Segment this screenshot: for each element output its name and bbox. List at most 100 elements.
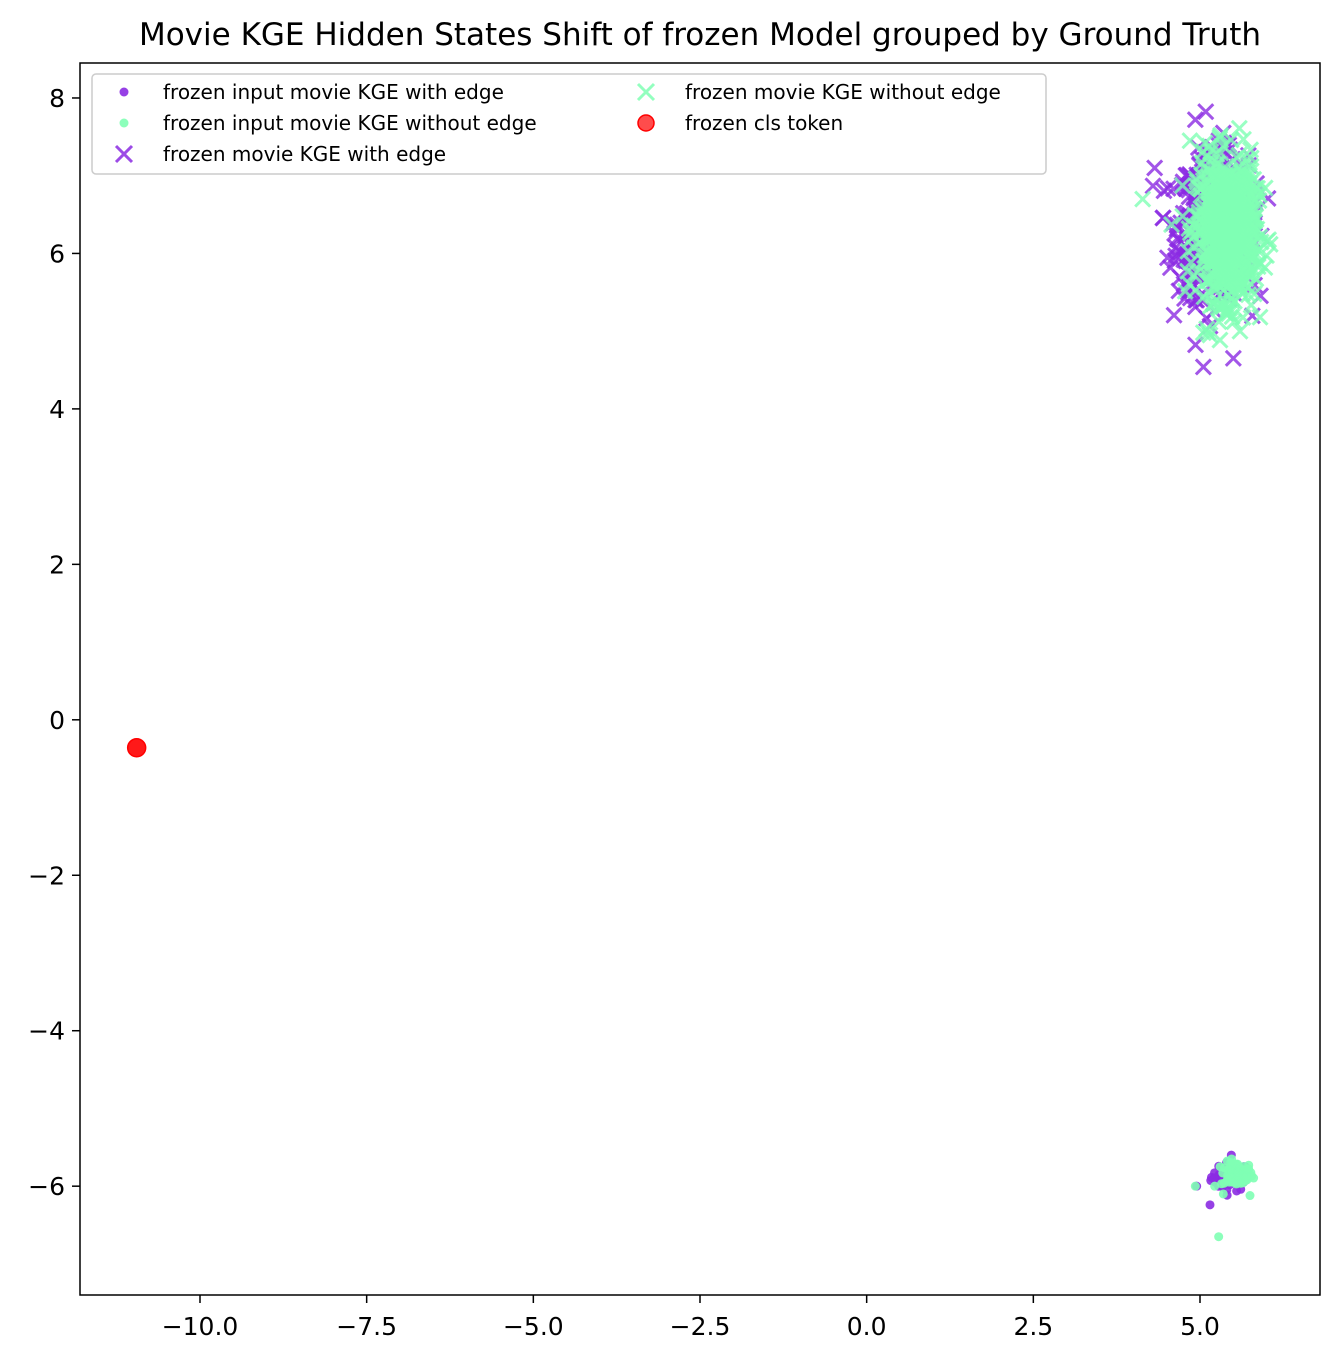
data-point xyxy=(1212,256,1230,274)
data-point xyxy=(1210,1181,1220,1191)
x-tick-label: 5.0 xyxy=(1180,1312,1220,1341)
y-tick-label: 0 xyxy=(49,706,65,735)
data-point xyxy=(1247,179,1265,197)
legend-label: frozen input movie KGE with edge xyxy=(163,80,504,104)
legend-item: frozen movie KGE with edge xyxy=(114,142,446,166)
data-point xyxy=(1231,322,1249,340)
data-point xyxy=(1230,119,1248,137)
data-point xyxy=(1211,216,1229,234)
series-1-points xyxy=(1190,1154,1259,1242)
data-point xyxy=(1232,236,1250,254)
data-point xyxy=(1205,281,1224,299)
data-point xyxy=(1194,159,1212,177)
data-point xyxy=(1205,234,1224,252)
legend-label: frozen movie KGE without edge xyxy=(685,80,1001,104)
y-tick-label: −2 xyxy=(28,861,65,890)
data-point xyxy=(1242,201,1260,219)
data-point xyxy=(1144,177,1162,195)
y-tick-label: 2 xyxy=(49,550,65,579)
legend-item: frozen input movie KGE without edge xyxy=(119,111,537,135)
series-4-points xyxy=(126,738,147,758)
series-3-points xyxy=(1134,119,1279,349)
legend-marker xyxy=(636,82,656,102)
data-point xyxy=(1225,1172,1235,1182)
x-tick-label: −2.5 xyxy=(670,1312,731,1341)
legend-marker xyxy=(119,87,129,97)
x-tick-label: −5.0 xyxy=(503,1312,564,1341)
legend-label: frozen cls token xyxy=(685,111,843,135)
data-point xyxy=(1192,180,1210,198)
data-point xyxy=(1214,199,1232,217)
y-tick-label: 4 xyxy=(49,395,65,424)
data-point xyxy=(1173,176,1192,195)
data-point xyxy=(1159,179,1177,197)
data-point xyxy=(1196,134,1214,152)
data-point xyxy=(1228,149,1246,167)
data-point xyxy=(1220,302,1238,320)
data-point xyxy=(1245,219,1263,237)
data-point xyxy=(1167,238,1185,256)
data-point xyxy=(1162,216,1181,234)
chart-title: Movie KGE Hidden States Shift of frozen … xyxy=(139,17,1261,53)
data-point xyxy=(1242,1171,1252,1181)
data-point xyxy=(1201,326,1219,344)
legend-marker xyxy=(637,114,655,132)
data-point xyxy=(1194,358,1212,376)
data-point xyxy=(1225,223,1243,242)
legend-marker xyxy=(119,118,129,128)
y-axis: −6 −4 −2 0 2 4 6 8 xyxy=(28,84,80,1201)
legend-box xyxy=(91,73,1047,175)
legend-item: frozen movie KGE without edge xyxy=(636,80,1001,104)
data-point xyxy=(1261,235,1279,253)
data-point xyxy=(1209,170,1227,188)
data-point xyxy=(1242,141,1260,159)
data-point xyxy=(1174,207,1192,225)
data-point xyxy=(1234,175,1252,193)
y-tick-label: 6 xyxy=(49,239,65,268)
data-point xyxy=(1218,273,1236,291)
x-tick-label: −10.0 xyxy=(162,1312,239,1341)
data-point xyxy=(1165,306,1183,324)
data-point xyxy=(1154,209,1172,227)
data-point xyxy=(126,738,147,758)
data-point xyxy=(1224,349,1242,367)
x-tick-label: −7.5 xyxy=(336,1312,397,1341)
legend-label: frozen input movie KGE without edge xyxy=(163,111,537,135)
data-point xyxy=(1214,1232,1224,1242)
data-point xyxy=(1134,190,1152,208)
data-point xyxy=(1190,1181,1200,1191)
data-point xyxy=(1222,1156,1232,1166)
data-point xyxy=(1249,184,1267,202)
data-point xyxy=(1251,308,1269,326)
data-point xyxy=(1202,143,1220,161)
y-tick-label: −4 xyxy=(28,1017,65,1046)
y-tick-label: 8 xyxy=(49,84,65,113)
data-point xyxy=(1219,241,1237,259)
data-point xyxy=(1197,103,1215,121)
data-point xyxy=(1243,1164,1253,1174)
data-point xyxy=(1219,299,1237,317)
data-point xyxy=(1232,1161,1242,1171)
data-point xyxy=(1181,132,1199,150)
legend-label: frozen movie KGE with edge xyxy=(163,142,446,166)
x-tick-label: 0.0 xyxy=(847,1312,887,1341)
legend-item: frozen cls token xyxy=(637,111,843,135)
data-point xyxy=(1180,275,1198,293)
data-point xyxy=(1211,128,1229,146)
legend-item: frozen input movie KGE with edge xyxy=(119,80,504,104)
data-point xyxy=(1260,231,1278,249)
x-axis: −10.0 −7.5 −5.0 −2.5 0.0 2.5 5.0 xyxy=(162,1295,1220,1341)
data-point xyxy=(1146,159,1164,177)
legend: frozen input movie KGE with edge frozen i… xyxy=(91,73,1047,175)
data-point xyxy=(1182,253,1200,271)
data-point xyxy=(1245,1191,1255,1201)
data-point xyxy=(1242,296,1260,314)
x-tick-label: 2.5 xyxy=(1013,1312,1053,1341)
data-point xyxy=(1183,222,1201,240)
data-point xyxy=(1219,1163,1229,1173)
data-point xyxy=(1205,1200,1215,1210)
data-point xyxy=(1232,1186,1242,1196)
data-point xyxy=(1234,308,1252,327)
legend-marker xyxy=(114,144,134,164)
